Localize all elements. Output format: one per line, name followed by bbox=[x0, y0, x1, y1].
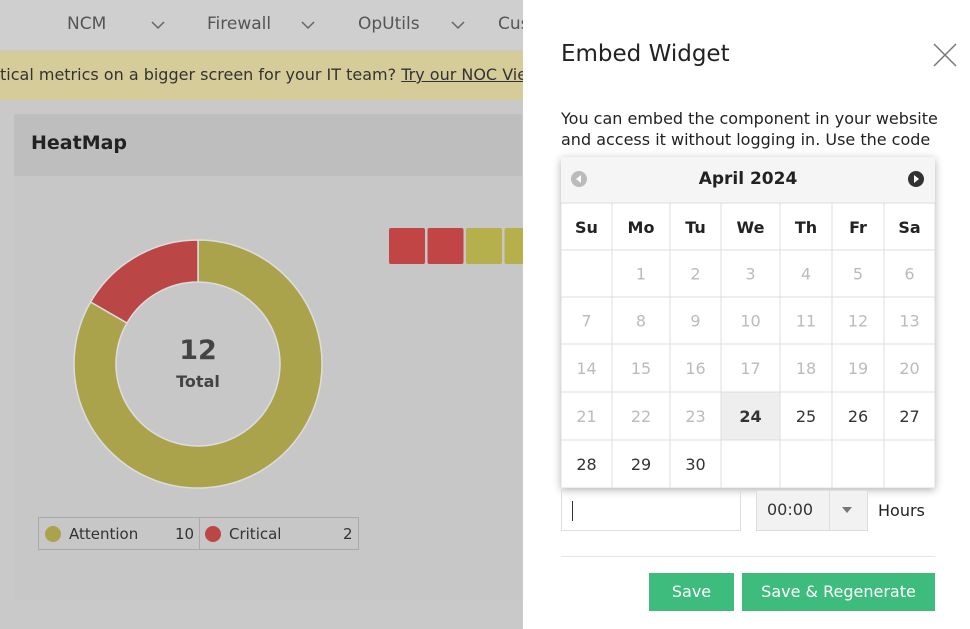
day: 25 bbox=[796, 407, 816, 426]
day: 14 bbox=[576, 359, 596, 378]
separator bbox=[561, 556, 935, 557]
calendar: April 2024 Su Mo Tu We Th Fr Sa 1 2 3 4 5 6 7 8 9 10 11 12… bbox=[561, 157, 935, 488]
prev-month[interactable] bbox=[571, 171, 587, 187]
widget-header bbox=[14, 114, 522, 176]
day: 15 bbox=[631, 359, 651, 378]
day: 7 bbox=[581, 312, 591, 331]
save-regenerate-button[interactable]: Save & Regenerate bbox=[742, 573, 935, 611]
nav-item[interactable]: OpUtils bbox=[358, 14, 420, 34]
legend-value: 2 bbox=[343, 525, 353, 543]
day: 27 bbox=[899, 407, 919, 426]
donut-total-label: Total bbox=[176, 372, 220, 391]
description: You can embed the component in your webs… bbox=[561, 108, 938, 150]
day: 30 bbox=[685, 455, 705, 474]
day: 5 bbox=[853, 265, 863, 284]
today-cell bbox=[721, 392, 780, 440]
donut-slice bbox=[73, 239, 323, 489]
weekday: Th bbox=[795, 218, 817, 237]
banner-text: tical metrics on a bigger screen for you… bbox=[0, 65, 397, 84]
legend-name: Attention bbox=[69, 525, 139, 543]
heat-cell bbox=[504, 228, 523, 264]
nav-item[interactable]: NCM bbox=[67, 14, 107, 34]
nav-carets bbox=[151, 21, 465, 30]
day: 17 bbox=[740, 359, 760, 378]
day: 18 bbox=[796, 359, 816, 378]
weekday: Su bbox=[575, 218, 598, 237]
day: 21 bbox=[576, 407, 596, 426]
day: 10 bbox=[740, 312, 760, 331]
heat-cell bbox=[427, 228, 464, 264]
dialog-title: Embed Widget bbox=[561, 41, 730, 67]
heat-cell bbox=[389, 228, 425, 264]
time-select[interactable]: 00:00 bbox=[756, 490, 868, 531]
date-input[interactable] bbox=[561, 490, 741, 531]
donut-total: 12 bbox=[179, 335, 217, 366]
day: 24 bbox=[739, 407, 761, 426]
heat-cell bbox=[466, 228, 502, 264]
time-value: 00:00 bbox=[767, 500, 814, 519]
legend: Attention 10 Critical 2 bbox=[38, 517, 359, 550]
nav-item[interactable]: Cus bbox=[498, 14, 530, 34]
next-month[interactable] bbox=[908, 171, 924, 187]
weekday: Tu bbox=[685, 218, 706, 237]
day: 13 bbox=[899, 312, 919, 331]
save-button[interactable]: Save bbox=[649, 573, 734, 611]
weekday: Fr bbox=[849, 218, 867, 237]
day: 8 bbox=[636, 312, 646, 331]
day: 9 bbox=[690, 312, 700, 331]
close-button[interactable] bbox=[932, 42, 958, 68]
day: 29 bbox=[631, 455, 651, 474]
day: 22 bbox=[631, 407, 651, 426]
donut-slice bbox=[89, 239, 199, 325]
widget-title: HeatMap bbox=[31, 132, 128, 154]
legend-name: Critical bbox=[229, 525, 282, 543]
calendar-month: April 2024 bbox=[698, 169, 798, 189]
legend-value: 10 bbox=[175, 525, 195, 543]
day: 6 bbox=[904, 265, 914, 284]
weekday: Sa bbox=[898, 218, 920, 237]
heatmap-chart: 12 Total bbox=[73, 228, 523, 489]
day: 28 bbox=[576, 455, 596, 474]
weekday: Mo bbox=[628, 218, 655, 237]
description-line: You can embed the component in your webs… bbox=[561, 109, 938, 128]
nav-item[interactable]: Firewall bbox=[207, 14, 272, 34]
day: 12 bbox=[848, 312, 868, 331]
weekday: We bbox=[737, 218, 765, 237]
day: 11 bbox=[796, 312, 816, 331]
day: 4 bbox=[801, 265, 811, 284]
day: 20 bbox=[899, 359, 919, 378]
day: 26 bbox=[848, 407, 868, 426]
day: 16 bbox=[685, 359, 705, 378]
day: 1 bbox=[636, 265, 646, 284]
time-unit: Hours bbox=[878, 501, 925, 520]
banner: tical metrics on a bigger screen for you… bbox=[0, 51, 523, 100]
day: 19 bbox=[848, 359, 868, 378]
day: 2 bbox=[690, 265, 700, 284]
day: 3 bbox=[745, 265, 755, 284]
banner-link[interactable]: Try our NOC View. bbox=[401, 65, 523, 84]
day: 23 bbox=[685, 407, 705, 426]
description-line: and access it without logging in. Use th… bbox=[561, 130, 931, 149]
top-nav: NCM Firewall OpUtils Cus bbox=[0, 0, 530, 50]
